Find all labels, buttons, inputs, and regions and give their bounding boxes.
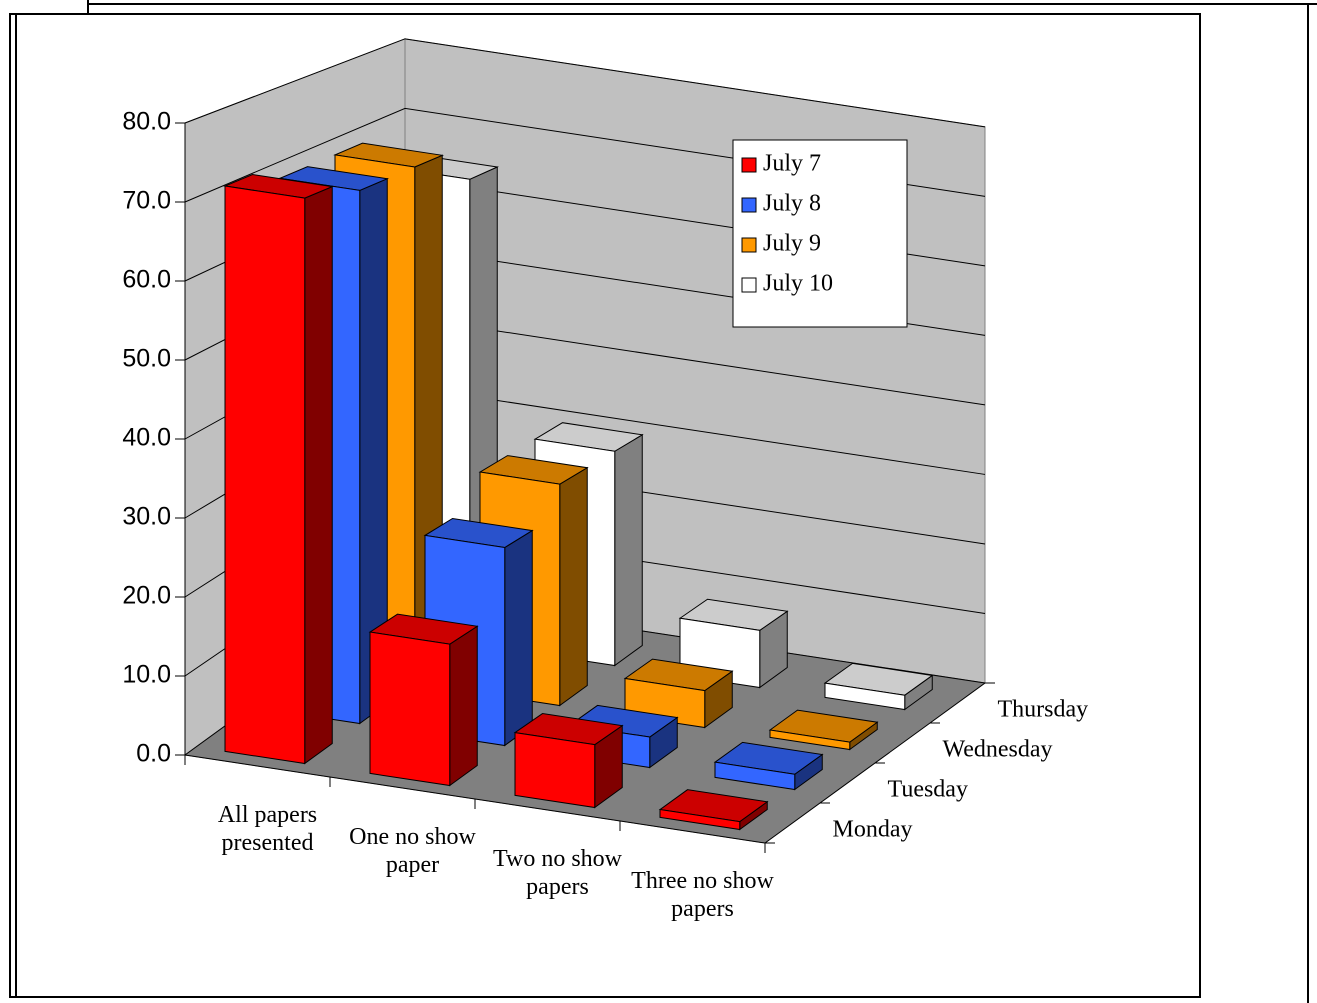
- y-tick-label: 80.0: [122, 108, 171, 136]
- x-tick-label: One no show paper: [349, 824, 476, 878]
- legend-label: July 9: [763, 231, 821, 257]
- bar: [369, 631, 451, 787]
- depth-label: Wednesday: [943, 737, 1053, 763]
- bar: [368, 613, 479, 787]
- depth-label: Tuesday: [888, 777, 968, 803]
- bar: [768, 709, 879, 751]
- bar-side: [449, 625, 478, 787]
- bar-side: [614, 433, 643, 667]
- bar: [824, 682, 906, 711]
- x-tick-label: All papers presented: [217, 802, 318, 856]
- legend-box: [732, 139, 908, 328]
- bar: [224, 185, 306, 765]
- chart-frame: [9, 13, 1201, 998]
- bar: [769, 729, 851, 751]
- grid-line: [184, 38, 986, 128]
- y-tick-label: 10.0: [122, 661, 171, 689]
- legend-swatch: [741, 277, 757, 293]
- legend-label: July 10: [763, 271, 833, 297]
- legend-label: July 8: [763, 191, 821, 217]
- y-tick-label: 0.0: [136, 740, 171, 768]
- y-tick-label: 50.0: [122, 345, 171, 373]
- depth-label: Thursday: [998, 697, 1089, 723]
- x-tick-label: Three no show papers: [631, 868, 774, 922]
- bar: [659, 808, 741, 831]
- y-tick-label: 60.0: [122, 266, 171, 294]
- bar: [713, 741, 824, 791]
- legend-swatch: [741, 237, 757, 253]
- x-tick-label: Two no show papers: [493, 846, 622, 900]
- y-tick-label: 30.0: [122, 503, 171, 531]
- y-tick-label: 70.0: [122, 187, 171, 215]
- legend-label: July 7: [763, 151, 821, 177]
- bar: [223, 174, 335, 765]
- depth-label: Monday: [833, 817, 913, 843]
- bar-side: [304, 185, 333, 765]
- bar: [714, 761, 796, 791]
- legend-swatch: [741, 157, 757, 173]
- bar: [823, 662, 934, 711]
- bar: [513, 713, 624, 809]
- bar: [514, 731, 596, 809]
- bar-side: [559, 466, 588, 707]
- legend-swatch: [741, 197, 757, 213]
- y-tick-label: 20.0: [122, 582, 171, 610]
- y-tick-label: 40.0: [122, 424, 171, 452]
- bar: [658, 789, 769, 831]
- bar-side: [504, 529, 533, 747]
